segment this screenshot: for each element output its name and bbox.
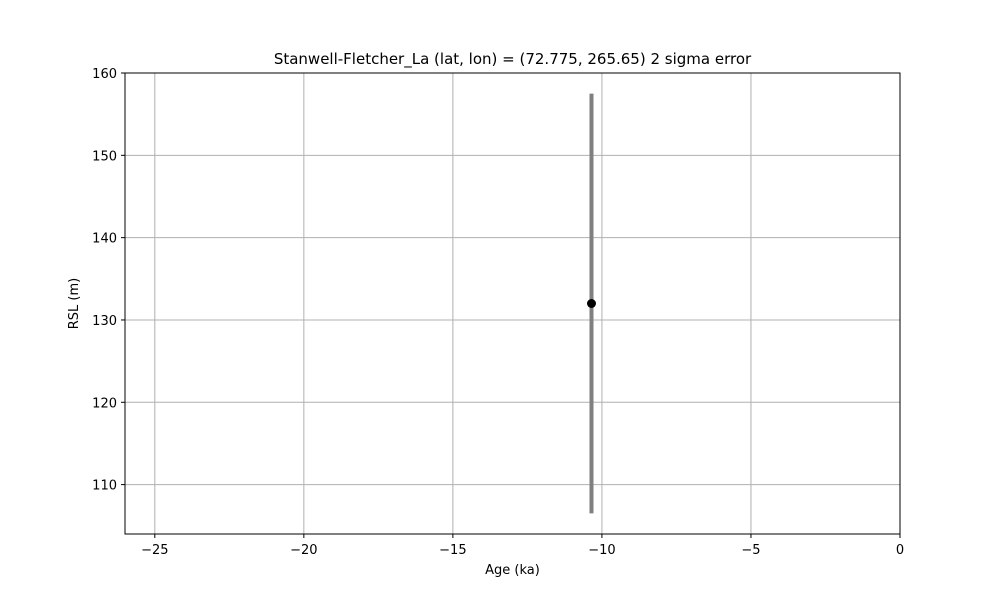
chart-title: Stanwell-Fletcher_La (lat, lon) = (72.77…	[274, 50, 752, 69]
x-tick-label: −15	[439, 543, 466, 558]
data-point	[586, 299, 596, 308]
x-tick-label: −5	[741, 543, 760, 558]
x-tick-label: −10	[588, 543, 615, 558]
y-axis-label: RSL (m)	[67, 278, 82, 329]
y-tick-label: 140	[92, 232, 117, 247]
x-tick-label: −25	[141, 543, 168, 558]
tick-layer: −25 −20 −15 −10 −5 0 110 120 130 140 150 160	[92, 67, 904, 558]
y-tick-label: 160	[92, 67, 117, 82]
x-axis-label: Age (ka)	[485, 563, 540, 578]
grid-layer	[125, 72, 901, 534]
y-tick-label: 150	[92, 149, 117, 164]
data-layer	[586, 93, 596, 514]
x-tick-label: −20	[290, 543, 317, 558]
x-tick-label: 0	[896, 543, 904, 558]
plot-frame	[124, 72, 901, 535]
y-tick-label: 110	[92, 479, 117, 494]
y-tick-label: 120	[92, 396, 117, 411]
y-tick-label: 130	[92, 314, 117, 329]
